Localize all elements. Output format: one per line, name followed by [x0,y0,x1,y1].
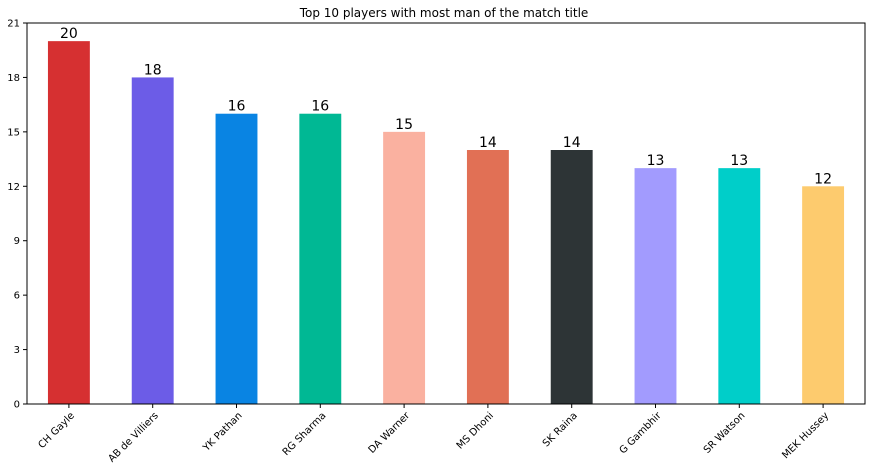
data-label-0: 20 [60,26,78,42]
x-tick-label-7: G Gambhir [618,410,665,457]
data-labels-group: 20 18 16 16 15 14 14 13 13 12 [60,26,832,187]
x-axis: CH Gayle AB de Villiers YK Pathan RG Sharma… [36,404,831,465]
x-tick-label-5: MS Dhoni [455,410,496,451]
x-tick-label-4: DA Warner [367,410,413,456]
bar-1 [131,77,174,404]
y-tick-label-3: 9 [14,236,20,247]
x-tick-label-9: MEK Hussey [780,410,831,461]
bar-3 [299,113,342,404]
data-label-6: 14 [563,135,581,151]
x-tick-label-8: SR Watson [702,410,748,456]
y-tick-label-2: 6 [14,291,20,302]
data-label-5: 14 [479,135,497,151]
x-tick-label-1: AB de Villiers [107,410,161,464]
bar-4 [383,131,426,404]
data-label-8: 13 [730,153,748,169]
y-tick-label-5: 15 [7,127,20,138]
chart-title: Top 10 players with most man of the matc… [299,6,589,20]
x-tick-label-3: RG Sharma [281,410,329,458]
plot-frame [26,22,866,405]
x-tick-label-6: SK Raina [541,410,580,449]
bar-6 [550,150,593,404]
bars-group [47,41,845,405]
data-label-7: 13 [647,153,665,169]
data-label-4: 15 [395,117,413,133]
data-label-1: 18 [144,62,162,78]
bar-7 [634,168,677,404]
y-tick-label-1: 3 [14,345,20,356]
bar-8 [718,168,761,404]
bar-5 [466,150,509,404]
data-label-3: 16 [311,99,329,115]
bar-0 [47,41,90,405]
y-tick-label-0: 0 [14,400,20,411]
y-tick-label-7: 21 [7,19,20,30]
y-tick-label-4: 12 [7,182,20,193]
x-tick-label-0: CH Gayle [36,410,77,451]
bar-2 [215,113,258,404]
data-label-9: 12 [814,171,832,187]
bar-9 [802,186,845,404]
x-tick-label-2: YK Pathan [201,410,245,454]
y-tick-label-6: 18 [7,73,20,84]
y-axis: 0 3 6 9 12 15 18 21 [7,19,27,411]
data-label-2: 16 [228,99,246,115]
